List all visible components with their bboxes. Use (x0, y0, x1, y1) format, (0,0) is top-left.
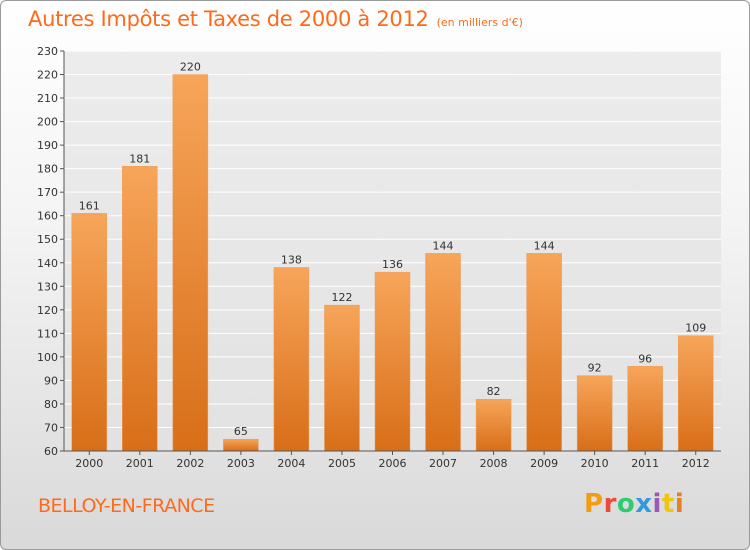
data-label-2003: 65 (234, 425, 248, 438)
bar-2004 (273, 267, 310, 452)
x-tick-labels: 2000 2001 2002 2003 2004 2005 2006 2007 2008 2009… (75, 457, 709, 470)
x-tick-label-2000: 2000 (75, 457, 103, 470)
commune-name: BELLOY-EN-FRANCE (38, 495, 215, 517)
y-tick-label: 190 (37, 139, 58, 152)
bar-2002 (172, 74, 209, 452)
bar-2009 (526, 253, 562, 452)
bar-2003 (223, 438, 259, 452)
chart-subtitle: (en milliers d'€) (436, 16, 523, 29)
data-label-2009: 144 (534, 239, 555, 252)
logo-letter: P (584, 489, 604, 519)
bar-2010 (576, 375, 613, 452)
logo-letter: i (674, 489, 685, 519)
y-tick-label: 160 (37, 210, 58, 223)
data-labels: 161 181 220 65 138 122 136 144 82 144 92 96 109 (79, 61, 706, 439)
x-tick-label-2003: 2003 (227, 457, 255, 470)
y-tick-label: 220 (37, 69, 58, 82)
logo-letter: x (635, 489, 653, 519)
data-label-2001: 181 (129, 152, 150, 165)
x-tick-label-2012: 2012 (682, 457, 710, 470)
y-tick-labels: 60 70 80 90 100 110 120 130 140 150 160 170 180 190 20… (37, 45, 58, 458)
bar-2011 (627, 366, 663, 452)
x-tick-label-2010: 2010 (581, 457, 609, 470)
data-label-2011: 96 (638, 352, 652, 365)
bars (71, 74, 714, 452)
x-tick-label-2005: 2005 (328, 457, 356, 470)
x-tick-label-2004: 2004 (277, 457, 305, 470)
y-tick-label: 170 (37, 186, 58, 199)
bar-2005 (324, 304, 360, 452)
chart-title: Autres Impôts et Taxes de 2000 à 2012 (en… (28, 7, 523, 31)
bar-2006 (374, 271, 411, 452)
x-tick-label-2001: 2001 (126, 457, 154, 470)
bar-2007 (425, 253, 461, 452)
x-tick-label-2009: 2009 (530, 457, 558, 470)
proxiti-logo: Proxiti (584, 489, 684, 519)
bar-2012 (677, 335, 714, 452)
x-tick-label-2006: 2006 (379, 457, 407, 470)
bar-2008 (475, 398, 512, 452)
chart-title-text: Autres Impôts et Taxes de 2000 à 2012 (28, 7, 429, 31)
data-label-2008: 82 (487, 385, 501, 398)
bar-2000 (71, 213, 108, 452)
data-label-2004: 138 (281, 253, 302, 266)
x-tick-label-2008: 2008 (480, 457, 508, 470)
y-tick-label: 60 (44, 445, 58, 458)
data-label-2010: 92 (588, 362, 602, 375)
y-tick-label: 210 (37, 92, 58, 105)
logo-letter: i (652, 489, 662, 519)
data-label-2006: 136 (382, 258, 403, 271)
y-tick-label: 140 (37, 257, 58, 270)
y-tick-label: 90 (44, 374, 58, 387)
y-tick-label: 120 (37, 304, 58, 317)
data-label-2012: 109 (685, 322, 706, 335)
x-tick-label-2011: 2011 (631, 457, 659, 470)
y-tick-label: 70 (44, 421, 58, 434)
data-label-2007: 144 (433, 239, 454, 252)
y-tick-label: 230 (37, 45, 58, 58)
logo-letter: o (616, 489, 636, 519)
y-tick-label: 80 (44, 398, 58, 411)
y-tick-label: 150 (37, 233, 58, 246)
data-label-2000: 161 (79, 199, 100, 212)
y-tick-label: 100 (37, 351, 58, 364)
logo-letter: r (603, 489, 617, 519)
logo-letter: t (661, 489, 675, 519)
x-tick-label-2002: 2002 (176, 457, 204, 470)
y-tick-label: 130 (37, 280, 58, 293)
y-tick-label: 200 (37, 116, 58, 129)
data-label-2002: 220 (180, 61, 201, 74)
y-tick-label: 110 (37, 327, 58, 340)
y-tick-label: 180 (37, 163, 58, 176)
data-label-2005: 122 (331, 291, 352, 304)
bar-2001 (122, 166, 158, 452)
axes (63, 51, 721, 455)
x-tick-label-2007: 2007 (429, 457, 457, 470)
